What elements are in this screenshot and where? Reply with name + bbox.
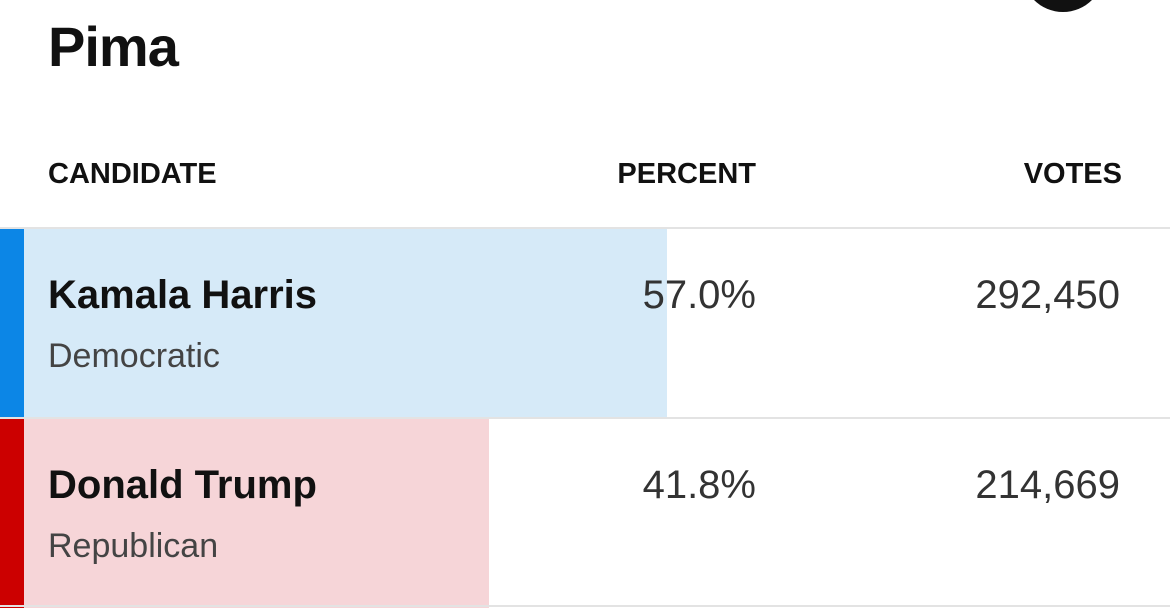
divider [0,227,1170,229]
votes-count: 214,669 [975,463,1120,507]
candidate-row: Donald Trump Republican 41.8% 214,669 [0,419,1170,608]
column-header: CANDIDATE [48,158,217,190]
party-stripe [0,229,24,418]
candidate-name: Kamala Harris [48,273,318,317]
menu-button[interactable] [1022,0,1104,12]
votes-count: 292,450 [975,273,1120,317]
party-name: Democratic [48,337,220,375]
column-header: VOTES [1023,158,1122,190]
percent-label: 41.8% [642,463,756,507]
divider [0,605,1170,607]
divider [0,417,1170,419]
percent-label: 57.0% [642,273,756,317]
percent-bar [0,229,667,418]
candidate-name: Donald Trump [48,463,317,507]
party-stripe [0,419,24,608]
candidate-row: Kamala Harris Democratic 57.0% 292,450 [0,229,1170,418]
column-header: PERCENT [617,158,756,190]
percent-bar [0,419,490,608]
party-name: Republican [48,527,219,565]
county-title: Pima [48,15,179,78]
